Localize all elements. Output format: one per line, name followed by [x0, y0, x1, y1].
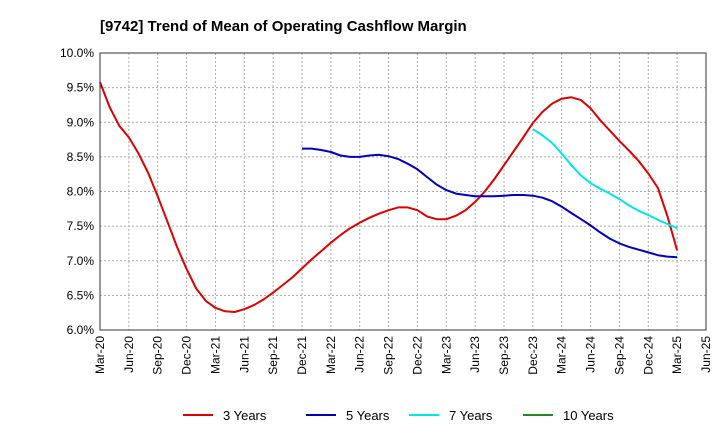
- x-tick-label: Sep-22: [382, 336, 396, 375]
- chart-title: [9742] Trend of Mean of Operating Cashfl…: [100, 18, 467, 35]
- grid: [99, 52, 707, 331]
- series-line: [302, 147, 678, 259]
- x-tick-label: Sep-23: [497, 336, 511, 375]
- x-tick-label: Jun-24: [584, 336, 598, 373]
- x-tick-label: Sep-24: [612, 336, 626, 375]
- legend-entry: 3 Years: [223, 408, 267, 423]
- x-tick-label: Dec-22: [410, 336, 424, 375]
- x-tick-label: Dec-24: [641, 336, 655, 375]
- x-tick-label: Jun-23: [468, 336, 482, 373]
- legend-entry: 5 Years: [346, 408, 390, 423]
- x-tick-label: Mar-21: [208, 336, 222, 374]
- x-tick-label: Jun-21: [237, 336, 251, 373]
- x-tick-label: Mar-22: [324, 336, 338, 374]
- x-tick-label: Mar-24: [555, 336, 569, 374]
- y-axis-ticks: 10.0% 9.5% 9.0% 8.5% 8.0% 7.5% 7.0% 6.5% 6.0%: [60, 46, 94, 337]
- x-axis-ticks: Mar-20 Jun-20 Sep-20 Dec-20 Mar-21 Jun-21 Sep-…: [93, 336, 713, 375]
- y-tick-label: 8.5%: [67, 150, 95, 164]
- x-tick-label: Dec-20: [180, 336, 194, 375]
- y-tick-label: 10.0%: [60, 46, 94, 60]
- x-tick-label: Sep-21: [266, 336, 280, 375]
- x-tick-label: Jun-22: [353, 336, 367, 373]
- y-tick-label: 6.5%: [67, 288, 95, 302]
- y-tick-label: 9.0%: [67, 115, 95, 129]
- series-line: [99, 81, 679, 313]
- y-tick-label: 7.5%: [67, 219, 95, 233]
- y-tick-label: 7.0%: [67, 254, 95, 268]
- y-tick-label: 9.5%: [67, 81, 95, 95]
- x-tick-label: Sep-20: [151, 336, 165, 375]
- x-tick-label: Dec-23: [526, 336, 540, 375]
- x-tick-label: Dec-21: [295, 336, 309, 375]
- y-tick-label: 8.0%: [67, 185, 95, 199]
- x-tick-label: Mar-25: [670, 336, 684, 374]
- x-tick-label: Mar-23: [439, 336, 453, 374]
- x-tick-label: Jun-20: [122, 336, 136, 373]
- series-lines: [99, 81, 679, 313]
- y-tick-label: 6.0%: [67, 323, 95, 337]
- series-line: [532, 128, 678, 230]
- legend-entry: 7 Years: [449, 408, 493, 423]
- legend: 3 Years 5 Years 7 Years 10 Years: [183, 408, 614, 423]
- x-tick-label: Jun-25: [699, 336, 713, 373]
- legend-entry: 10 Years: [563, 408, 614, 423]
- plot-area-frame: [99, 52, 707, 331]
- x-tick-label: Mar-20: [93, 336, 107, 374]
